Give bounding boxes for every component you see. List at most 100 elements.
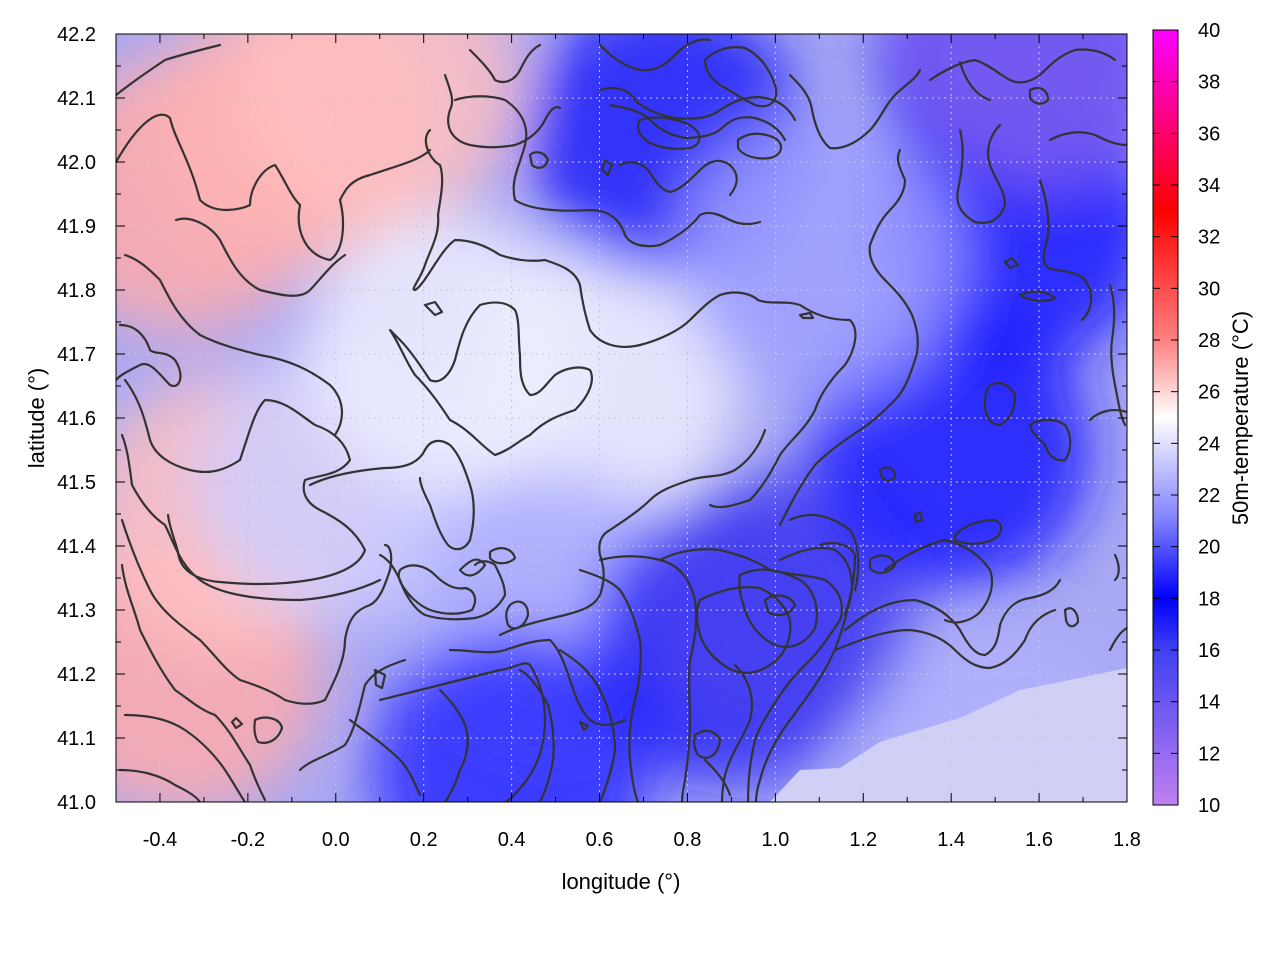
contour-line — [453, 95, 762, 248]
axes: -0.4 -0.2 0.0 0.2 0.4 0.6 0.8 1.0 1.2 1.4 1.6 1.8 4… — [24, 24, 1141, 894]
contour-line — [397, 564, 477, 615]
field-sample — [459, 246, 740, 526]
contour-line — [123, 713, 247, 802]
x-tick-label: -0.4 — [143, 829, 177, 851]
contour-line — [868, 554, 897, 574]
contour-line — [1018, 290, 1057, 302]
contour-line — [518, 668, 555, 802]
y-tick-label: 41.1 — [57, 728, 96, 750]
contour-line — [983, 381, 1017, 427]
contour-line — [298, 658, 407, 772]
y-tick-label: 41.2 — [57, 664, 96, 686]
contour-line — [720, 663, 753, 802]
contour-line — [1038, 178, 1093, 322]
contour-line — [763, 594, 797, 617]
contour-line — [788, 68, 922, 150]
contour-line — [788, 513, 860, 592]
y-tick-label: 41.0 — [57, 792, 96, 814]
x-tick-label: 0.8 — [674, 829, 702, 851]
contour-line — [738, 568, 818, 648]
contour-line — [818, 541, 857, 617]
temperature-field — [116, 34, 1127, 802]
contour-line — [253, 716, 284, 744]
contour-line — [843, 578, 1062, 657]
contour-line — [883, 538, 994, 624]
x-tick-label: 0.0 — [322, 829, 350, 851]
contour-line — [692, 729, 722, 759]
colorbar-label: 50m-temperature (°C) — [1228, 311, 1253, 525]
colorbar-tick-label: 28 — [1198, 330, 1220, 352]
contour-line — [120, 433, 382, 602]
colorbar-tick-label: 32 — [1198, 227, 1220, 249]
colorbar-tick-label: 26 — [1198, 382, 1220, 404]
colorbar-tick-label: 24 — [1198, 433, 1220, 455]
contour-line — [658, 548, 843, 802]
contour-lines — [116, 38, 1127, 802]
colorbar-ticks: 10 12 14 16 18 20 22 24 26 28 30 32 34 36 38 40 — [1153, 20, 1220, 817]
colorbar-tick-label: 30 — [1198, 278, 1220, 300]
y-tick-label: 41.9 — [57, 216, 96, 238]
contour-line — [598, 86, 797, 122]
contour-line — [388, 301, 593, 457]
contour-line — [558, 648, 617, 802]
colorbar-tick-label: 12 — [1198, 743, 1220, 765]
contour-line — [443, 73, 562, 149]
contour-line — [413, 238, 857, 509]
colorbar-tick-label: 10 — [1198, 795, 1220, 817]
contour-line — [412, 128, 444, 292]
y-tick-label: 41.5 — [57, 472, 96, 494]
contour-line — [1088, 409, 1127, 422]
field-sample — [899, 34, 1127, 187]
colorbar-tick-label: 40 — [1198, 20, 1220, 42]
contour-line — [695, 586, 792, 674]
sea-region — [770, 668, 1127, 802]
contour-line — [1108, 283, 1127, 427]
y-tick-label: 42.2 — [57, 24, 96, 46]
contour-line — [913, 510, 924, 524]
contour-line — [458, 558, 487, 577]
contour-line — [833, 608, 1057, 670]
contour-line — [116, 43, 222, 97]
y-tick-label: 42.0 — [57, 152, 96, 174]
x-tick-label: 1.4 — [937, 829, 965, 851]
contour-line — [448, 638, 627, 726]
colorbar-scale — [1152, 29, 1179, 806]
contour-line — [498, 428, 767, 637]
contour-line — [118, 768, 202, 802]
contour-line — [123, 378, 367, 586]
contour-line — [578, 568, 642, 802]
contour-line — [116, 323, 182, 388]
grid — [116, 34, 1127, 802]
contour-line — [1003, 256, 1020, 270]
y-tick-label: 41.7 — [57, 344, 96, 366]
contour-line — [754, 546, 853, 802]
contour-line — [468, 43, 542, 84]
colorbar-tick-label: 34 — [1198, 175, 1220, 197]
contour-line — [174, 217, 347, 297]
contour-line — [1113, 553, 1120, 582]
contour-line — [798, 311, 815, 320]
field-sample — [371, 630, 652, 802]
contour-line — [116, 113, 432, 262]
contour-line — [378, 662, 547, 802]
contour-line — [308, 439, 475, 551]
contour-line — [878, 466, 897, 482]
contour-line — [1028, 418, 1072, 462]
contour-line — [1063, 607, 1080, 628]
contour-line — [600, 158, 614, 177]
x-tick-label: 1.8 — [1113, 829, 1141, 851]
contour-line — [637, 116, 701, 150]
colorbar-tick-label: 38 — [1198, 72, 1220, 94]
contour-line — [736, 132, 783, 160]
contour-line — [703, 758, 732, 797]
contour-line — [618, 159, 738, 197]
contour-line — [120, 563, 267, 802]
contour-line — [1028, 86, 1050, 105]
contour-line — [778, 148, 919, 527]
contour-line — [578, 720, 590, 732]
contour-line — [230, 716, 244, 730]
contour-line — [598, 38, 712, 72]
field-sample — [239, 34, 520, 226]
x-axis: -0.4 -0.2 0.0 0.2 0.4 0.6 0.8 1.0 1.2 1.4 1.6 1.8 — [143, 34, 1141, 851]
